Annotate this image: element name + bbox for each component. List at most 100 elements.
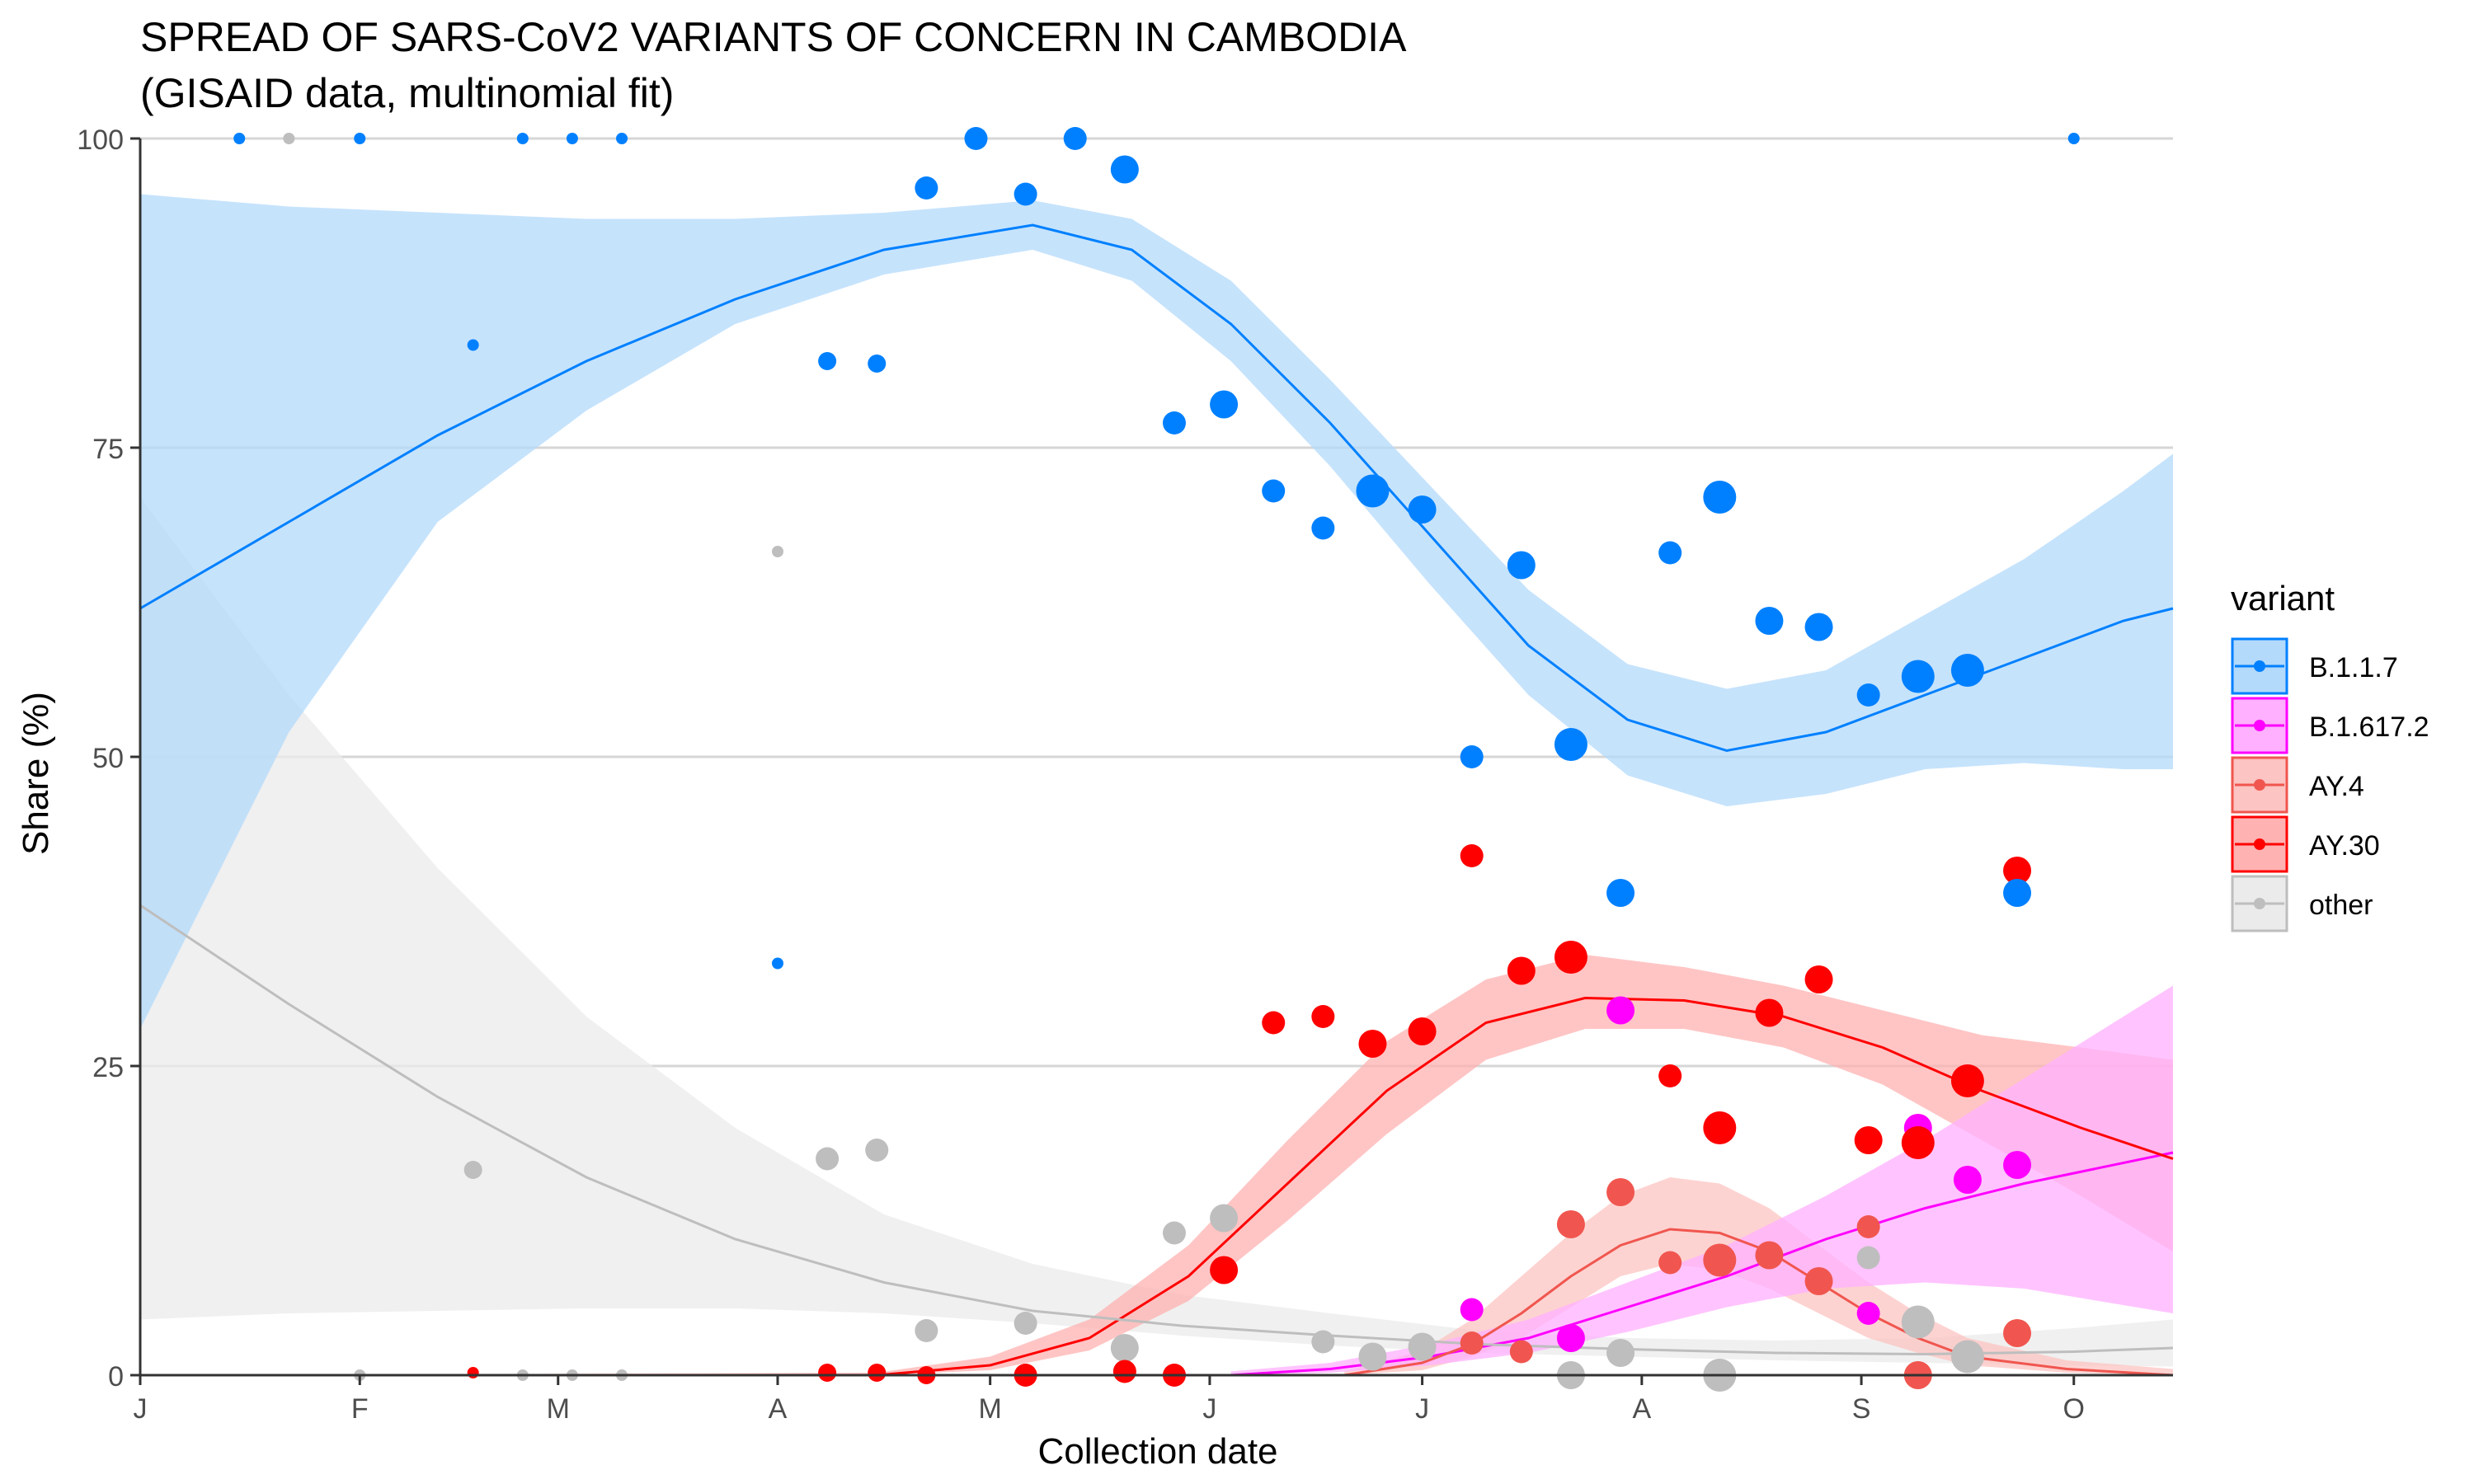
point-AY.4-2	[1556, 1210, 1585, 1238]
point-other-8	[1210, 1204, 1239, 1233]
point-other-16	[1901, 1305, 1935, 1339]
point-AY.30-2	[868, 1364, 887, 1382]
point-other-6	[1110, 1334, 1139, 1362]
point-other-11	[1408, 1332, 1437, 1361]
point-B.1.617.2-6	[2003, 1151, 2032, 1179]
point-AY.30-7	[1210, 1256, 1239, 1284]
x-tick-label-6: J	[1415, 1393, 1429, 1425]
point-B.1.1.7-32	[2067, 133, 2080, 144]
x-tick-label-0: J	[134, 1393, 148, 1425]
point-other-13	[1606, 1339, 1635, 1367]
point-other-7	[1162, 1221, 1186, 1245]
point-B.1.1.7-12	[1311, 516, 1335, 540]
point-B.1.1.7-31	[616, 133, 628, 144]
point-AY.30-14	[1554, 941, 1587, 974]
point-B.1.1.7-6	[1014, 182, 1037, 206]
point-B.1.1.7-22	[1804, 613, 1833, 641]
point-other-9	[1311, 1330, 1335, 1354]
point-B.1.1.7-5	[964, 127, 988, 150]
point-B.1.1.7-11	[1262, 479, 1286, 503]
legend: variant B.1.1.7 B.1.617.2 AY.4 AY.30 other	[2231, 579, 2429, 932]
plot-area: 0 25 50 75 100 J F M A M J J A S O	[77, 124, 2174, 1425]
point-AY.4-0	[1460, 1331, 1484, 1355]
point-AY.4-5	[1703, 1243, 1737, 1277]
point-B.1.1.7-16	[1507, 551, 1536, 580]
chart-subtitle: (GISAID data, multinomial fit)	[140, 70, 674, 116]
point-B.1.1.7-10	[1210, 390, 1239, 419]
legend-key-dot-AY.30	[2254, 838, 2265, 850]
legend-label-B.1.1.7: B.1.1.7	[2309, 652, 2398, 683]
ribbon-B.1.1.7	[140, 194, 2173, 1029]
y-axis-title: Share (%)	[16, 692, 56, 855]
x-tick-label-9: O	[2063, 1393, 2085, 1425]
point-AY.30-22	[2003, 857, 2032, 885]
point-AY.30-18	[1804, 965, 1833, 993]
point-AY.30-19	[1854, 1126, 1883, 1154]
y-tick-label-75: 75	[92, 434, 124, 465]
point-B.1.1.7-21	[1755, 607, 1784, 635]
legend-label-AY.30: AY.30	[2309, 830, 2380, 862]
point-B.1.1.7-30	[566, 133, 578, 144]
x-tick-label-2: M	[547, 1393, 570, 1425]
point-AY.30-16	[1703, 1111, 1737, 1144]
point-other-0	[463, 1161, 482, 1179]
point-B.1.1.7-4	[915, 176, 938, 200]
point-B.1.1.7-8	[1110, 155, 1139, 184]
ribbon-B.1.617.2	[1230, 985, 2173, 1375]
point-B.1.1.7-19	[1658, 541, 1682, 565]
point-AY.4-4	[1658, 1251, 1682, 1275]
point-AY.30-1	[818, 1364, 837, 1382]
point-B.1.1.7-18	[1606, 879, 1635, 907]
x-tick-label-8: S	[1852, 1393, 1871, 1425]
fit-line-AY.30	[140, 996, 2174, 1377]
y-tick-label-50: 50	[92, 743, 124, 774]
point-other-3	[865, 1139, 889, 1162]
point-AY.4-1	[1509, 1340, 1533, 1364]
point-other-5	[1014, 1312, 1037, 1335]
point-AY.30-9	[1311, 1005, 1335, 1028]
fit-line-AY.4	[1343, 1228, 2174, 1377]
point-B.1.1.7-20	[1703, 481, 1737, 514]
point-AY.30-21	[1950, 1064, 1984, 1097]
x-tick-label-7: A	[1632, 1393, 1651, 1425]
point-other-1	[771, 546, 783, 557]
y-tick-label-0: 0	[108, 1361, 124, 1392]
point-B.1.1.7-2	[818, 352, 837, 370]
point-B.1.617.2-2	[1606, 996, 1635, 1025]
ribbon-other	[140, 497, 2173, 1367]
point-B.1.1.7-26	[2003, 879, 2032, 907]
point-B.1.1.7-17	[1554, 728, 1587, 761]
point-AY.30-0	[467, 1367, 479, 1378]
y-tick-label-25: 25	[92, 1052, 124, 1083]
point-AY.30-12	[1460, 844, 1484, 867]
point-B.1.1.7-15	[1460, 745, 1484, 768]
point-AY.30-10	[1358, 1030, 1387, 1058]
legend-label-AY.4: AY.4	[2309, 771, 2364, 802]
point-B.1.617.2-5	[1953, 1166, 1982, 1194]
point-AY.30-13	[1507, 956, 1536, 985]
y-tick-label-100: 100	[77, 124, 124, 156]
point-AY.30-8	[1262, 1011, 1286, 1035]
x-tick-label-4: M	[978, 1393, 1001, 1425]
point-AY.30-17	[1755, 998, 1784, 1027]
point-B.1.1.7-23	[1856, 683, 1880, 707]
legend-key-dot-B.1.617.2	[2254, 720, 2265, 731]
point-other-4	[915, 1319, 938, 1342]
point-B.1.1.7-28	[354, 133, 366, 144]
point-B.1.1.7-14	[1408, 495, 1437, 524]
point-B.1.1.7-29	[516, 133, 529, 144]
point-B.1.1.7-0	[467, 339, 479, 351]
x-axis-title: Collection date	[1037, 1431, 1277, 1472]
point-AY.30-20	[1901, 1126, 1935, 1159]
chart-title: SPREAD OF SARS-CoV2 VARIANTS OF CONCERN …	[140, 14, 1407, 60]
point-B.1.1.7-25	[1950, 654, 1984, 687]
legend-label-other: other	[2309, 890, 2373, 921]
point-B.1.617.2-0	[1460, 1298, 1484, 1322]
fit-line-B.1.1.7	[139, 223, 2174, 753]
point-AY.4-6	[1755, 1241, 1784, 1270]
legend-title: variant	[2231, 579, 2335, 618]
point-B.1.1.7-27	[233, 133, 246, 144]
legend-label-B.1.617.2: B.1.617.2	[2309, 711, 2429, 743]
point-AY.4-10	[2003, 1319, 2032, 1347]
